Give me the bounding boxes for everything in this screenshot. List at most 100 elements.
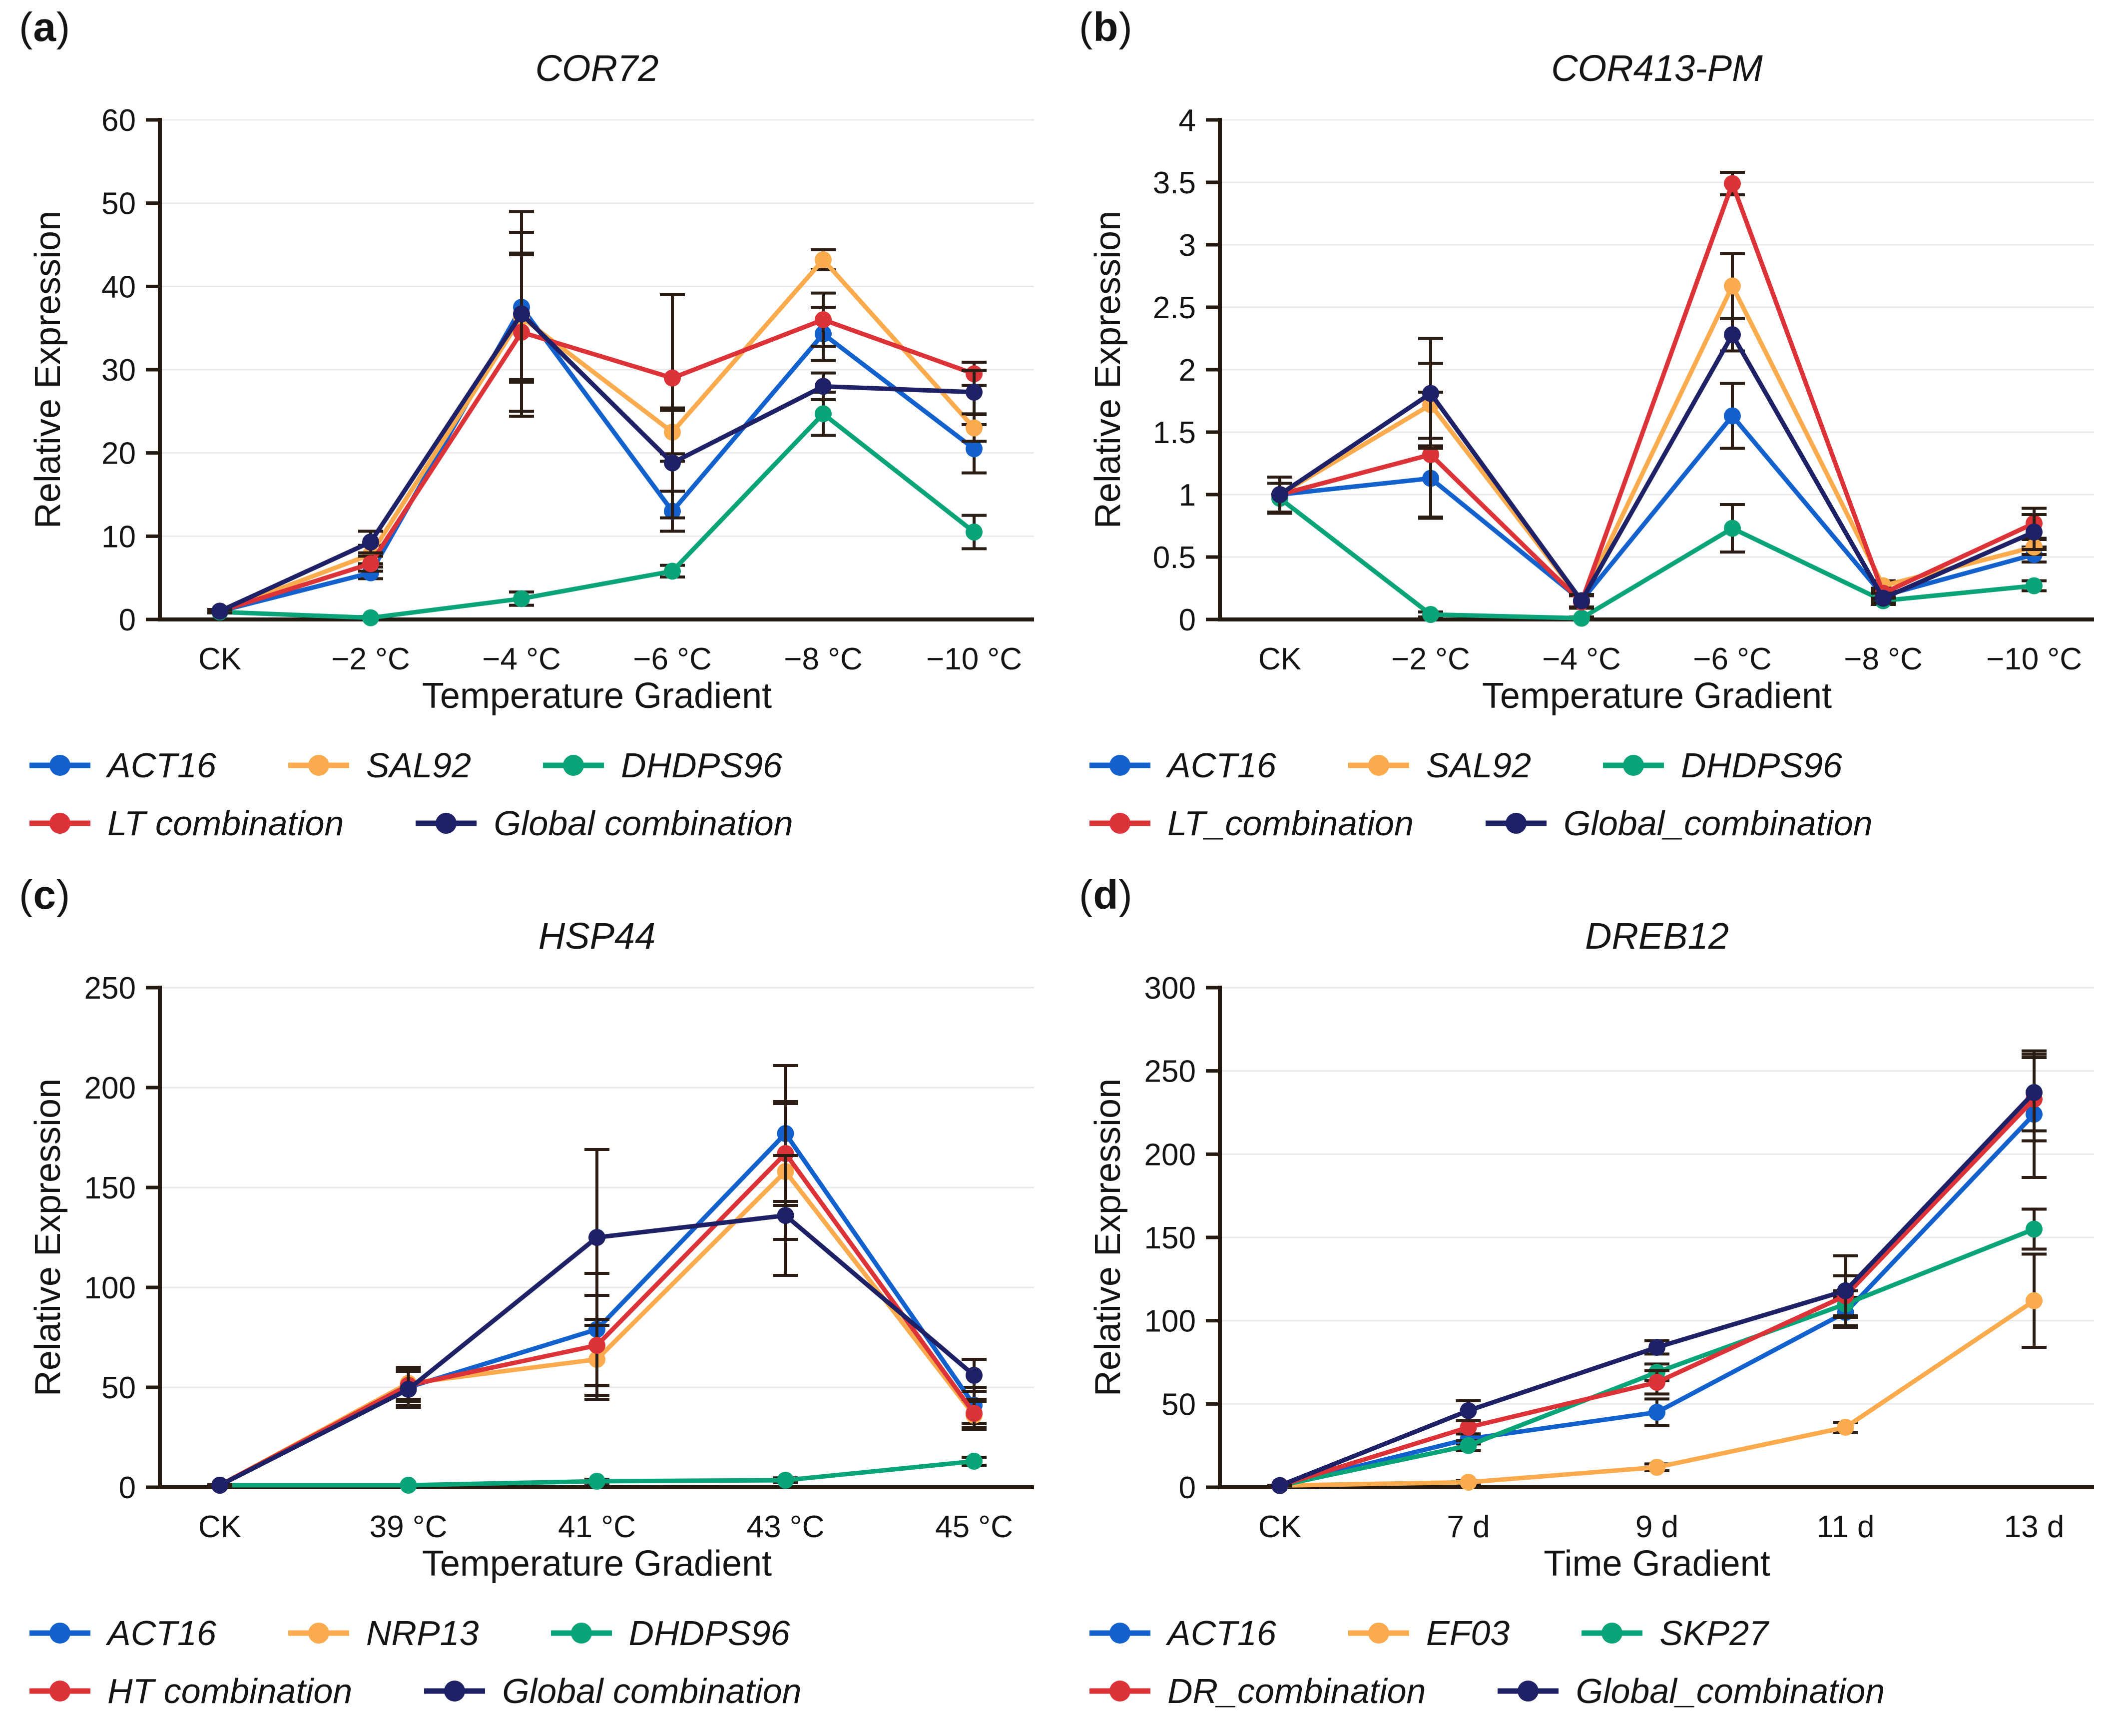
line-chart: 0 0.5 1 1.5 2 2.5 3 3.5 4 CK −2 °C −4 °C −6 °C −8 °C −…	[1153, 103, 2094, 676]
legend-label: DHDPS96	[628, 1614, 790, 1653]
x-axis-label: Temperature Gradient	[422, 1544, 772, 1584]
data-point	[664, 369, 681, 387]
legend-marker-icon	[288, 1623, 349, 1644]
y-tick-label: 150	[1144, 1221, 1196, 1255]
x-tick-label: 13 d	[2004, 1510, 2065, 1544]
x-tick-label: 11 d	[1816, 1510, 1874, 1544]
data-point	[513, 305, 530, 323]
chart-title: DREB12	[1585, 915, 1729, 957]
legend-label: ACT16	[107, 1614, 216, 1653]
legend-label: ACT16	[1167, 1614, 1276, 1653]
data-point	[400, 1381, 417, 1398]
x-tick-label: −10 °C	[1986, 642, 2082, 676]
data-point	[966, 524, 983, 541]
legend-marker-icon	[29, 755, 90, 776]
x-tick-label: CK	[1258, 642, 1301, 676]
x-tick-label: −4 °C	[1542, 642, 1620, 676]
y-tick-label: 10	[101, 520, 136, 554]
legend-marker-icon	[416, 813, 477, 834]
y-tick-label: 100	[84, 1271, 136, 1305]
data-point	[211, 1477, 228, 1494]
legend-label: DHDPS96	[1681, 746, 1842, 785]
chart-title: COR413-PM	[1551, 47, 1763, 89]
x-tick-label: 7 d	[1447, 1510, 1490, 1544]
data-point	[1648, 1459, 1665, 1476]
y-tick-label: 60	[101, 103, 136, 138]
legend-marker-icon	[1089, 813, 1150, 834]
series-line	[1277, 1226, 2037, 1488]
panel-a: (a) COR72 Relative Expression 0 10 20 30 40 5…	[0, 0, 1060, 868]
legend-item-EF03: EF03	[1346, 1613, 1510, 1653]
legend-marker-icon	[424, 1681, 486, 1702]
legend-label: Global_combination	[1576, 1672, 1885, 1711]
legend-item-ACT16: ACT16	[1087, 1613, 1276, 1653]
legend-row: LT combination Global combination	[27, 803, 793, 843]
legend-item-DHDPS96: DHDPS96	[541, 745, 782, 785]
legend-label: LT combination	[107, 804, 344, 843]
legend-marker-icon	[1089, 1681, 1150, 1702]
series-line	[217, 317, 977, 613]
data-point	[966, 1405, 983, 1422]
legend-marker-icon	[1089, 755, 1150, 776]
y-tick-label: 1	[1179, 478, 1196, 513]
legend-row: ACT16 NRP13 DHDPS96	[27, 1613, 801, 1653]
data-point	[1422, 446, 1439, 463]
data-point	[211, 602, 228, 620]
data-point	[588, 1473, 605, 1490]
data-point	[815, 311, 832, 328]
data-point	[2026, 1220, 2043, 1238]
legend-row: ACT16 SAL92 DHDPS96	[27, 745, 793, 785]
legend-item-HT combination: HT combination	[27, 1671, 352, 1711]
legend-item-SAL92: SAL92	[286, 745, 471, 785]
data-point	[966, 384, 983, 401]
panel-letter-char: a	[33, 4, 56, 50]
panel-letter-paren-open: (	[19, 872, 33, 918]
data-point	[1460, 1437, 1477, 1454]
series-DR_combination	[1267, 1056, 2047, 1494]
series-LT_combination	[1267, 171, 2047, 610]
legend-row: HT combination Global combination	[27, 1671, 801, 1711]
data-point	[2026, 1292, 2043, 1309]
x-axis-label: Temperature Gradient	[422, 676, 772, 716]
x-tick-label: 39 °C	[370, 1510, 448, 1544]
panel-letter: (c)	[19, 872, 70, 919]
legend-row: LT_combination Global_combination	[1087, 803, 1873, 843]
x-tick-label: CK	[198, 1510, 241, 1544]
data-point	[815, 378, 832, 395]
y-tick-label: 200	[84, 1071, 136, 1106]
data-point	[1573, 592, 1590, 609]
series-DHDPS96	[207, 391, 987, 626]
data-point	[1648, 1404, 1665, 1421]
y-tick-label: 0.5	[1153, 541, 1196, 575]
legend-label: HT combination	[107, 1672, 353, 1711]
data-point	[588, 1337, 605, 1354]
y-tick-label: 2.5	[1153, 291, 1196, 325]
data-point	[1724, 520, 1741, 537]
data-point	[1837, 1419, 1854, 1436]
panel-letter-paren-open: (	[19, 4, 33, 50]
data-point	[1271, 486, 1288, 503]
data-point	[966, 419, 983, 437]
data-point	[1460, 1402, 1477, 1419]
panel-letter-char: d	[1093, 872, 1119, 918]
legend-item-SKP27: SKP27	[1580, 1613, 1768, 1653]
x-tick-label: −2 °C	[1391, 642, 1470, 676]
series-line	[217, 305, 977, 613]
data-point	[1837, 1282, 1854, 1299]
x-tick-label: −2 °C	[331, 642, 410, 676]
data-point	[2026, 577, 2043, 594]
data-point	[815, 405, 832, 423]
legend-marker-icon	[1582, 1623, 1643, 1644]
series-line	[1277, 284, 2037, 603]
legend-row: DR_combination Global_combination	[1087, 1671, 1885, 1711]
y-tick-label: 50	[101, 187, 136, 221]
legend-item-LT_combination: LT_combination	[1087, 803, 1414, 843]
legend-label: LT_combination	[1167, 804, 1414, 843]
legend-item-LT combination: LT combination	[27, 803, 344, 843]
data-point	[1724, 407, 1741, 425]
panel-letter-paren-open: (	[1079, 872, 1093, 918]
legend-item-DHDPS96: DHDPS96	[549, 1613, 790, 1653]
panel-c: (c) HSP44 Relative Expression 0 50 100 150 2…	[0, 868, 1060, 1736]
y-tick-label: 250	[84, 971, 136, 1006]
data-point	[966, 440, 983, 458]
